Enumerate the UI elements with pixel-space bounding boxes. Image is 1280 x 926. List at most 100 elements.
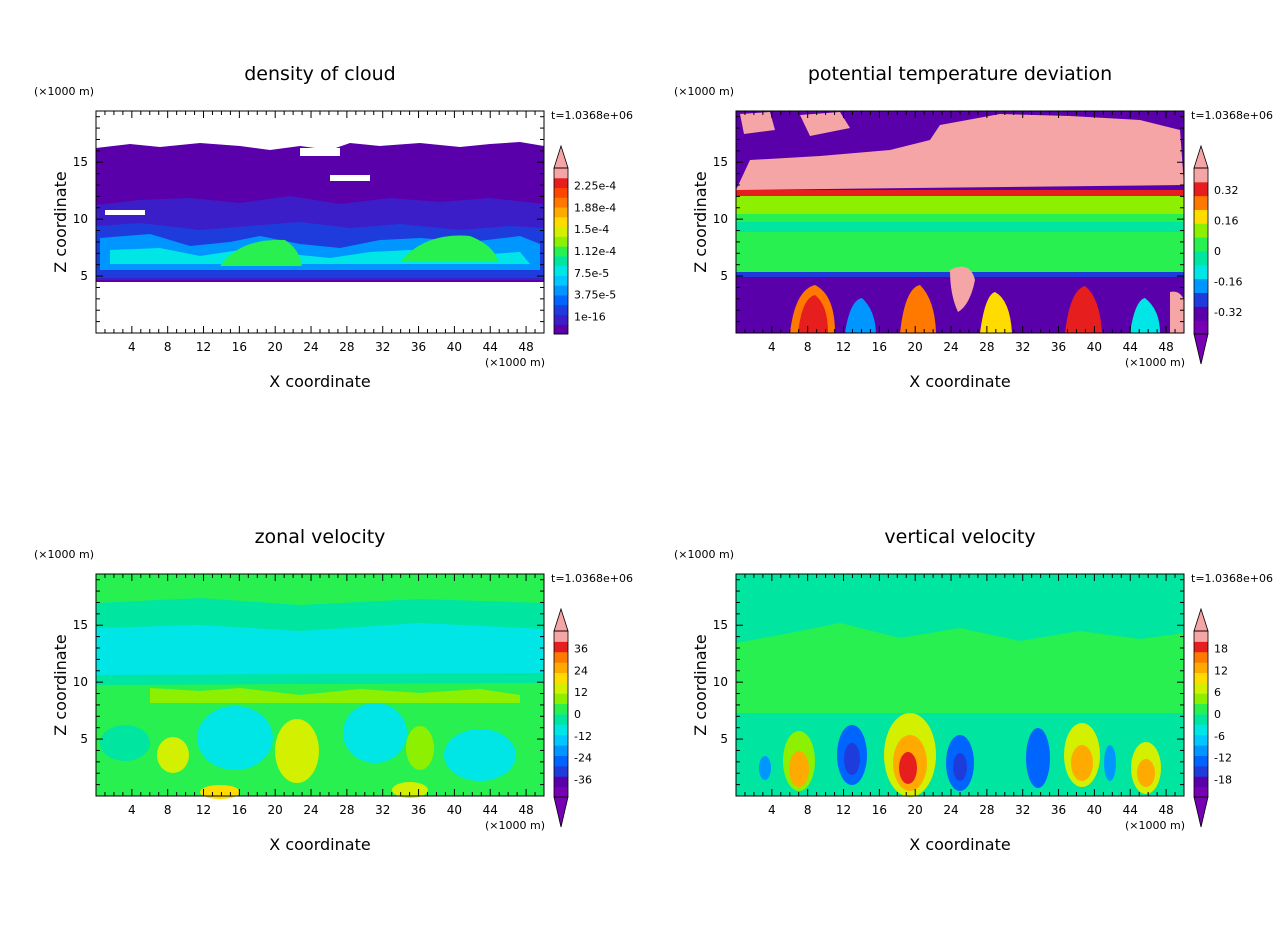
field-yellow-eddy xyxy=(275,719,319,783)
x-tick-label: 12 xyxy=(196,803,211,817)
x-tick-label: 40 xyxy=(1087,803,1102,817)
x-tick-label: 44 xyxy=(1123,803,1138,817)
colorbar-swatch xyxy=(1194,693,1208,705)
colorbar-swatch xyxy=(554,168,568,179)
field-pink-lens xyxy=(1170,291,1184,333)
colorbar-swatch xyxy=(1194,195,1208,210)
z-tick-label: 10 xyxy=(73,675,88,689)
x-tick-label: 8 xyxy=(804,803,812,817)
colorbar-swatch xyxy=(554,776,568,788)
field-yellow-eddy xyxy=(157,737,189,773)
x-tick-label: 40 xyxy=(447,803,462,817)
field-downdraft-cell xyxy=(1026,728,1050,788)
colorbar-label: 0.16 xyxy=(1214,214,1239,227)
time-label: t=1.0368e+06 xyxy=(1191,572,1273,585)
field-downdraft-cell xyxy=(953,753,967,781)
colorbar-label: 24 xyxy=(574,664,588,677)
colorbar-swatch xyxy=(554,216,568,228)
chart-svg: vertical velocity (×1000 m) t=1.0368e+06 xyxy=(674,526,1273,854)
field-cyan-eddy xyxy=(197,706,273,770)
colorbar-swatch xyxy=(1194,745,1208,756)
x-tick-label: 44 xyxy=(1123,340,1138,354)
x-tick-label: 12 xyxy=(836,340,851,354)
colorbar-upper-arrow xyxy=(1193,607,1209,632)
colorbar-lower-arrow xyxy=(1193,333,1209,365)
colorbar-swatch xyxy=(554,703,568,715)
x-unit-label: (×1000 m) xyxy=(485,819,545,832)
colorbar-label: 3.75e-5 xyxy=(574,289,616,302)
field-cyan-eddy xyxy=(343,703,407,763)
colorbar-swatch xyxy=(554,682,568,694)
x-unit-label: (×1000 m) xyxy=(485,356,545,369)
z-unit-label: (×1000 m) xyxy=(34,85,94,98)
chart-panel-cloud-density: density of cloud (×1000 m) t=1.0368e+06 … xyxy=(0,0,640,463)
colorbar-swatch xyxy=(554,197,568,208)
field-cyan-band xyxy=(736,222,1184,232)
z-tick-label: 15 xyxy=(713,155,728,169)
x-tick-label: 16 xyxy=(232,340,247,354)
colorbar-swatch xyxy=(554,285,568,296)
x-tick-group: 4 8 12 16 20 24 28 32 36 40 44 48 xyxy=(104,111,536,354)
colorbar-label: 0 xyxy=(574,708,581,721)
x-tick-label: 36 xyxy=(411,340,426,354)
colorbar-swatch xyxy=(554,631,568,642)
x-tick-label: 36 xyxy=(411,803,426,817)
x-tick-label: 24 xyxy=(943,340,958,354)
colorbar-label: 12 xyxy=(1214,664,1228,677)
colorbar-swatch xyxy=(1194,264,1208,280)
cloud-gap xyxy=(105,210,145,215)
colorbar-swatch xyxy=(1194,181,1208,197)
colorbar-label: 1e-16 xyxy=(574,310,606,323)
colorbar-swatch xyxy=(554,662,568,673)
field-cold-plume xyxy=(1130,298,1160,333)
z-unit-label: (×1000 m) xyxy=(34,548,94,561)
z-tick-label: 10 xyxy=(713,675,728,689)
chart-title: vertical velocity xyxy=(884,526,1035,548)
colorbar-swatch xyxy=(554,765,568,777)
x-tick-group: 4 8 12 16 20 24 28 32 36 40 44 48 xyxy=(744,574,1176,817)
z-tick-label: 15 xyxy=(73,155,88,169)
field-pink-patch xyxy=(800,112,850,136)
time-label: t=1.0368e+06 xyxy=(551,572,633,585)
colorbar-upper-arrow xyxy=(553,607,569,632)
colorbar-swatch xyxy=(554,304,568,315)
field-downdraft-cell xyxy=(844,743,860,775)
colorbar-swatch xyxy=(1194,651,1208,663)
field-yellow-eddy xyxy=(406,726,434,770)
z-axis-label: Z coordinate xyxy=(51,171,70,272)
field-yellow-band xyxy=(150,688,520,703)
colorbar-label: 1.12e-4 xyxy=(574,245,616,258)
x-tick-label: 20 xyxy=(908,803,923,817)
field-yellow-band xyxy=(736,196,1184,214)
colorbar-swatch xyxy=(1194,776,1208,788)
colorbar-swatch xyxy=(1194,168,1208,183)
z-axis-label: Z coordinate xyxy=(691,171,710,272)
x-tick-label: 8 xyxy=(164,340,172,354)
colorbar-swatch xyxy=(554,314,568,325)
colorbar-label: -0.32 xyxy=(1214,306,1242,319)
x-tick-label: 24 xyxy=(303,340,318,354)
colorbar-swatch xyxy=(554,755,568,767)
field-pink-warm xyxy=(736,114,1184,190)
colorbar-label: 0 xyxy=(1214,245,1221,258)
colorbar-swatch xyxy=(1194,292,1208,307)
x-tick-label: 44 xyxy=(483,803,498,817)
x-tick-label: 16 xyxy=(872,803,887,817)
colorbar-frame xyxy=(1193,630,1209,798)
z-axis-label: Z coordinate xyxy=(691,634,710,735)
colorbar-swatch xyxy=(1194,786,1208,798)
z-tick-label: 5 xyxy=(720,269,728,283)
colorbar-label: 0.32 xyxy=(1214,184,1239,197)
colorbar-swatch xyxy=(554,714,568,725)
x-unit-label: (×1000 m) xyxy=(1125,819,1185,832)
x-tick-label: 28 xyxy=(339,803,354,817)
colorbar-swatch xyxy=(554,275,568,286)
colorbar-lower-arrow xyxy=(1193,796,1209,828)
colorbar-swatch xyxy=(1194,724,1208,736)
x-tick-label: 8 xyxy=(164,803,172,817)
x-tick-label: 8 xyxy=(804,340,812,354)
colorbar-label: 0 xyxy=(1214,708,1221,721)
cloud-cell-left xyxy=(220,239,302,266)
x-tick-label: 44 xyxy=(483,340,498,354)
